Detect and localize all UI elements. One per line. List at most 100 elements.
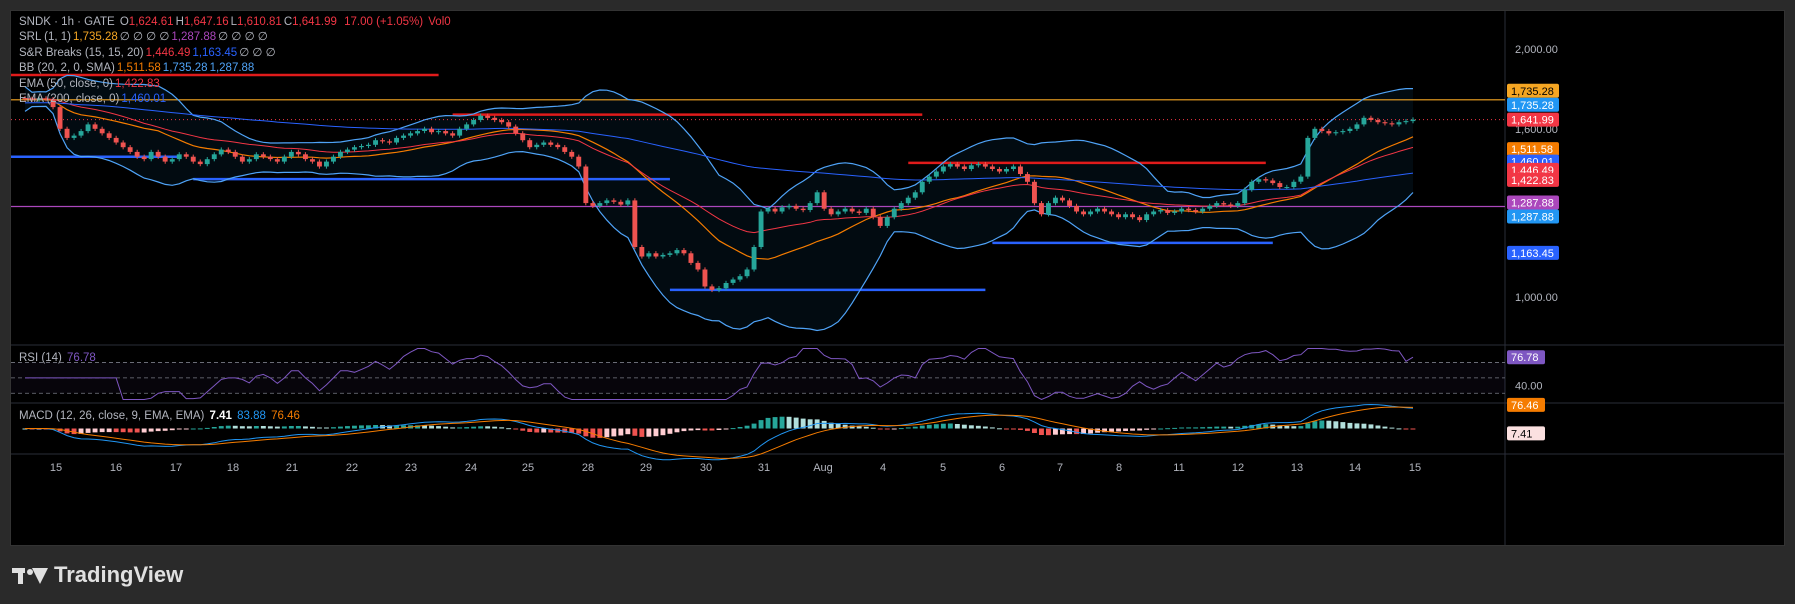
- macd-histogram-bar: [1284, 425, 1290, 429]
- rsi-badge: [1507, 350, 1545, 365]
- time-tick-label: Aug: [813, 462, 833, 474]
- chart-canvas[interactable]: 2,000.00 1,600.00 1,000.00 1,735.28 1,735.28…: [11, 11, 1785, 546]
- candle-body: [1032, 181, 1037, 204]
- time-tick-label: 21: [286, 462, 298, 474]
- macd-value-2: 83.88: [237, 410, 266, 422]
- macd-badge-label: 76.46: [1511, 400, 1539, 412]
- candle-body: [527, 140, 533, 148]
- tradingview-logo[interactable]: TradingView: [12, 560, 183, 590]
- macd-histogram-bar: [274, 426, 280, 429]
- macd-histogram-bar: [1207, 426, 1213, 429]
- macd-histogram-bar: [338, 426, 343, 429]
- macd-histogram-bar: [1368, 424, 1374, 429]
- bb-upper-line: [24, 74, 1413, 210]
- macd-histogram-bar: [1039, 428, 1044, 435]
- macd-histogram-bar: [239, 426, 245, 429]
- macd-histogram-bar: [1410, 428, 1416, 430]
- macd-histogram-bar: [982, 426, 988, 429]
- macd-histogram-bar: [786, 416, 792, 429]
- indicator-value: ∅ ∅ ∅ ∅: [218, 31, 268, 43]
- chart-frame[interactable]: 2,000.00 1,600.00 1,000.00 1,735.28 1,735.28…: [10, 10, 1785, 546]
- change-value: 17.00 (+1.05%): [344, 16, 424, 28]
- candle-body: [1144, 214, 1150, 220]
- indicator-legend-2[interactable]: BB (20, 2, 0, SMA) 1,511.58 1,735.28 1,287.…: [19, 61, 256, 75]
- indicator-value: 1,735.28: [72, 31, 118, 43]
- candle-body: [940, 166, 946, 172]
- macd-histogram-bar: [429, 425, 434, 429]
- macd-histogram-bar: [1200, 427, 1206, 429]
- candle-body: [295, 151, 301, 155]
- macd-histogram-bar: [597, 428, 603, 438]
- macd-histogram-bar: [373, 425, 378, 429]
- candle-body: [821, 192, 827, 209]
- indicator-legend-4[interactable]: EMA (200, close, 0) 1,460.01: [19, 92, 168, 106]
- macd-histogram-bar: [926, 424, 932, 429]
- indicator-legend-3[interactable]: EMA (50, close, 0) 1,422.83: [19, 77, 162, 91]
- candle-body: [1403, 121, 1409, 123]
- macd-histogram-bar: [394, 425, 399, 429]
- macd-label: MACD (12, 26, close, 9, EMA, EMA): [19, 410, 205, 422]
- candle-body: [1326, 131, 1332, 134]
- macd-histogram-bar: [730, 428, 736, 430]
- candle-body: [106, 133, 112, 138]
- candle-body: [1095, 208, 1100, 212]
- candle-body: [29, 98, 35, 100]
- candle-body: [1165, 210, 1171, 213]
- macd-histogram-bar: [632, 428, 638, 436]
- candle-body: [169, 159, 175, 162]
- macd-histogram-bar: [169, 428, 175, 431]
- candle-body: [541, 142, 547, 145]
- macd-histogram-bar: [331, 427, 336, 429]
- candle-body: [246, 159, 252, 162]
- macd-histogram-bar: [583, 428, 589, 437]
- candle-body: [639, 247, 645, 257]
- macd-histogram-bar: [85, 428, 91, 433]
- candle-body: [1060, 197, 1065, 201]
- macd-histogram-bar: [590, 428, 596, 438]
- macd-histogram-bar: [842, 424, 848, 429]
- macd-histogram-bar: [267, 426, 273, 429]
- candle-body: [926, 176, 932, 182]
- price-badge-label: 1,287.88: [1511, 211, 1554, 223]
- candle-body: [877, 217, 883, 226]
- candle-body: [891, 208, 897, 218]
- candle-body: [604, 200, 610, 204]
- macd-histogram-bar: [148, 428, 154, 432]
- macd-histogram-bar: [176, 428, 182, 430]
- candle-body: [870, 208, 876, 218]
- indicator-legend-0[interactable]: SRL (1, 1) 1,735.28 ∅ ∅ ∅ ∅ 1,287.88 ∅ ∅ ∅ ∅: [19, 30, 270, 44]
- macd-histogram-bar: [506, 428, 512, 430]
- candle-body: [303, 154, 308, 160]
- candle-body: [1382, 122, 1388, 124]
- candle-body: [849, 208, 855, 212]
- ema50-line: [24, 98, 1414, 234]
- macd-histogram-bar: [22, 428, 28, 430]
- price-badge-label: 1,287.88: [1511, 197, 1554, 209]
- macd-histogram-bar: [281, 426, 287, 429]
- time-tick-label: 14: [1349, 462, 1361, 474]
- macd-histogram-bar: [443, 426, 449, 429]
- candle-body: [919, 181, 925, 193]
- candle-body: [884, 217, 890, 226]
- rsi-axis-label: 40.00: [1515, 381, 1543, 393]
- candle-body: [1004, 169, 1009, 172]
- time-tick-label: 24: [465, 462, 477, 474]
- time-tick-label: 15: [50, 462, 62, 474]
- macd-histogram-bar: [604, 428, 610, 438]
- macd-histogram-bar: [961, 424, 967, 429]
- candle-body: [835, 211, 841, 215]
- candle-body: [1270, 180, 1276, 184]
- indicator-legend-1[interactable]: S&R Breaks (15, 15, 20) 1,446.49 1,163.45 ∅…: [19, 46, 278, 60]
- candle-body: [1158, 210, 1164, 212]
- macd-histogram-bar: [141, 428, 147, 433]
- macd-histogram-bar: [1312, 421, 1318, 429]
- candle-body: [331, 156, 336, 162]
- macd-histogram-bar: [78, 428, 84, 434]
- macd-histogram-bar: [884, 428, 890, 430]
- macd-histogram-bar: [415, 425, 420, 429]
- macd-histogram-bar: [527, 428, 533, 432]
- time-tick-label: 12: [1232, 462, 1244, 474]
- rsi-badge-label: 76.78: [1511, 352, 1539, 364]
- ohlc-key-o: O: [119, 16, 129, 28]
- ema200-line: [24, 102, 1414, 191]
